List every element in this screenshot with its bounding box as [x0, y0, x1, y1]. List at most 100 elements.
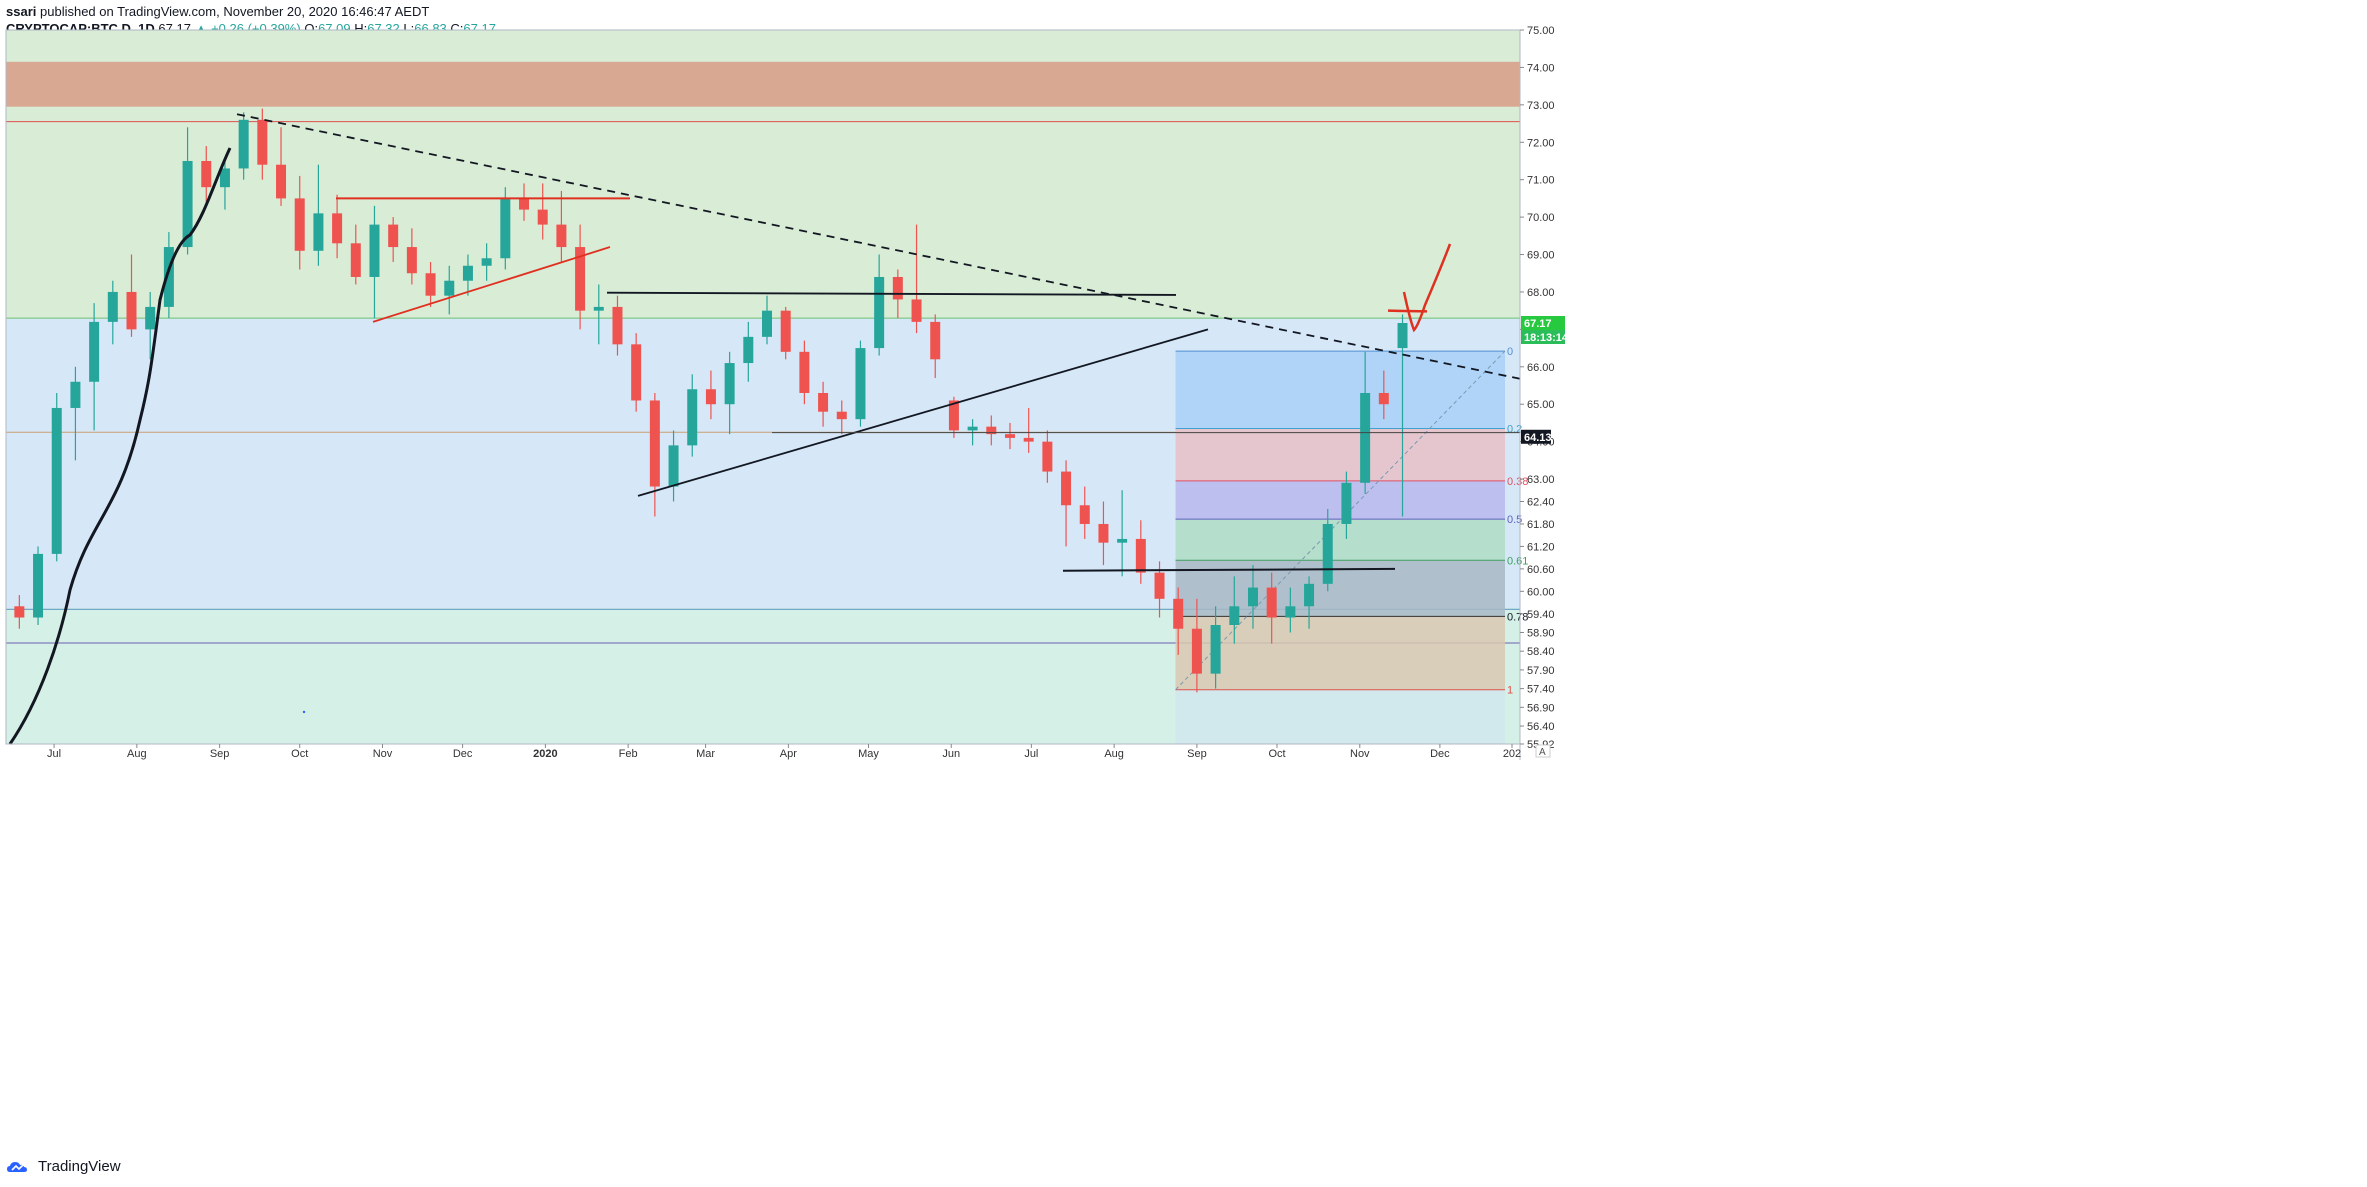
candle-body — [724, 363, 735, 405]
y-tick-label: 68.00 — [1527, 287, 1555, 299]
y-tick-label: 65.00 — [1527, 399, 1555, 411]
candle-body — [14, 606, 25, 618]
candle — [257, 108, 268, 180]
fib-retracement: 00.20.380.50.610.781 — [1175, 346, 1528, 744]
candle — [855, 340, 866, 427]
candle — [668, 430, 679, 502]
candle-body — [33, 553, 44, 618]
candle-body — [892, 276, 903, 300]
x-tick-label: Sep — [1187, 748, 1207, 760]
candle — [33, 546, 44, 625]
red-rising-trendline — [372, 246, 611, 323]
candle — [14, 595, 25, 629]
x-tick-label: Jul — [1024, 748, 1038, 760]
candle — [276, 127, 287, 206]
y-tick-label: 56.90 — [1527, 702, 1555, 714]
candle-body — [70, 381, 81, 408]
black-lower-line — [1062, 567, 1396, 572]
candle-body — [425, 273, 436, 296]
y-tick-label: 71.00 — [1527, 175, 1555, 187]
fib-label: 0.61 — [1507, 555, 1528, 567]
candle-body — [1042, 441, 1053, 472]
candle — [406, 228, 417, 285]
x-tick-label: 202 — [1503, 748, 1521, 760]
candle-body — [1397, 323, 1408, 349]
candle — [1247, 565, 1258, 629]
candle — [1135, 520, 1146, 584]
x-tick-label: Apr — [780, 748, 797, 760]
candle-body — [1191, 628, 1202, 674]
candle-body — [126, 291, 137, 330]
candle-body — [1173, 598, 1184, 629]
y-tick-label: 58.90 — [1527, 627, 1555, 639]
crosshair-price-badge-bg — [1521, 429, 1551, 444]
candle — [1341, 471, 1352, 539]
candle-body — [519, 198, 530, 210]
candle — [1098, 501, 1109, 566]
candle-body — [51, 407, 62, 554]
candle-body — [89, 321, 100, 382]
x-tick-label: Aug — [1104, 748, 1124, 760]
y-tick-label: 75.00 — [1527, 25, 1555, 37]
candle-body — [238, 119, 249, 169]
candle — [986, 415, 997, 446]
countdown-badge: 18:13:14 — [1521, 330, 1569, 345]
y-tick-label: 60.00 — [1527, 586, 1555, 598]
x-tick-label: Nov — [373, 748, 393, 760]
candle-body — [1079, 505, 1090, 524]
candle — [89, 303, 100, 431]
tradingview-logo-text: TradingView — [38, 1158, 121, 1175]
candle — [593, 284, 604, 345]
candle-body — [1304, 583, 1315, 607]
candle-body — [575, 247, 586, 311]
candle-body — [818, 392, 829, 412]
x-tick-label: 2020 — [533, 748, 557, 760]
candle — [705, 370, 716, 420]
y-tick-label: 73.00 — [1527, 100, 1555, 112]
candle — [182, 127, 193, 255]
candle — [1266, 572, 1277, 644]
moving-average-line — [8, 147, 232, 745]
candle-body — [257, 119, 268, 165]
candle — [1210, 606, 1221, 689]
candle-body — [462, 265, 473, 281]
tradingview-logo[interactable]: TradingView — [6, 1158, 121, 1175]
y-tick-label: 60.60 — [1527, 564, 1555, 576]
author-name[interactable]: ssari — [6, 4, 37, 19]
candle-body — [1285, 606, 1296, 618]
countdown-badge-text: 18:13:14 — [1524, 332, 1569, 344]
candle-body — [369, 224, 380, 277]
fib-label: 0.78 — [1507, 611, 1528, 623]
candle-body — [1322, 523, 1333, 584]
candle-body — [986, 426, 997, 435]
candle-body — [687, 389, 698, 446]
fib-band — [1175, 428, 1505, 481]
candle — [780, 306, 791, 360]
candle-body — [332, 213, 343, 244]
fib-label: 0 — [1507, 346, 1513, 358]
candle-body — [1098, 523, 1109, 543]
candle-body — [631, 344, 642, 401]
y-tick-label: 66.00 — [1527, 362, 1555, 374]
y-tick-label: 56.40 — [1527, 721, 1555, 733]
candle — [500, 187, 511, 270]
candle — [425, 262, 436, 307]
y-tick-label: 74.00 — [1527, 62, 1555, 74]
candle — [799, 340, 810, 405]
candle-body — [1266, 587, 1277, 618]
candle — [687, 374, 698, 457]
x-tick-label: Dec — [453, 748, 473, 760]
black-horizontal-line — [606, 291, 1177, 296]
candle-body — [182, 160, 193, 248]
candle — [1304, 576, 1315, 629]
candle-body — [201, 160, 212, 188]
candle — [388, 217, 399, 263]
candle — [462, 254, 473, 296]
fib-band — [1175, 480, 1505, 520]
candle-body — [276, 164, 287, 199]
x-tick-label: Oct — [291, 748, 308, 760]
candle-body — [911, 299, 922, 322]
candle — [1023, 407, 1034, 453]
candle — [649, 392, 660, 517]
